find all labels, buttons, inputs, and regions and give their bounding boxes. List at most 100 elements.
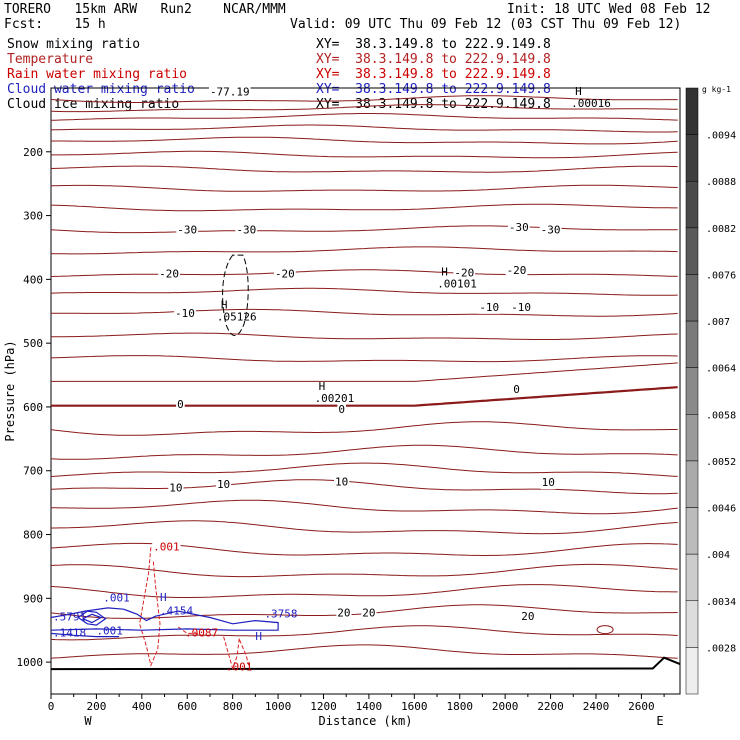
field-name-cloud-ice: Cloud ice mixing ratio — [7, 97, 180, 112]
colorbar-segment — [685, 134, 699, 182]
isotherm-line — [51, 386, 678, 407]
x-end-label-east: E — [656, 714, 663, 728]
isotherm-label-bg — [336, 607, 352, 620]
x-tick-label-2400: 2400 — [583, 700, 610, 713]
rain-label: .001 — [153, 540, 180, 553]
y-tick-label-400: 400 — [23, 273, 43, 286]
isotherm-line — [50, 269, 678, 277]
isotherm-line — [50, 124, 678, 133]
rain-contour — [223, 636, 240, 671]
cloud-water-contour — [77, 610, 107, 626]
model-title: TORERO 15km ARW Run2 NCAR/MMM — [4, 2, 286, 17]
forecast-hour: Fcst: 15 h — [4, 17, 106, 32]
isotherm-line — [50, 184, 678, 192]
isotherm-line — [50, 113, 678, 121]
colorbar-segment — [685, 647, 699, 695]
rain-label: .0087 — [185, 627, 218, 640]
x-tick-label-1800: 1800 — [446, 700, 473, 713]
colorbar-tick-label: .0052 — [706, 457, 736, 468]
isotherm-line — [50, 563, 678, 578]
isotherm-label-bg — [334, 476, 350, 489]
isotherm-label: -20 — [275, 268, 295, 281]
isotherm-line — [50, 644, 678, 659]
rain-contour — [177, 626, 206, 638]
y-axis-label: Pressure (hPa) — [3, 340, 17, 441]
isotherm-label: 0 — [177, 398, 184, 411]
isotherm-line — [50, 104, 678, 113]
top-value-label: -77.19 — [210, 86, 250, 99]
isotherm-label-bg — [520, 611, 536, 624]
cloud-water-label: .1418 — [53, 627, 86, 640]
colorbar-unit-label: g kg-1 — [702, 85, 731, 94]
x-tick-label-2600: 2600 — [628, 700, 655, 713]
isotherm-line — [51, 136, 678, 145]
init-time: Init: 18 UTC Wed 08 Feb 12 — [507, 2, 711, 17]
cloud-water-contour — [50, 607, 279, 631]
cloud-water-label: .4154 — [160, 604, 193, 617]
max-value-label: .05126 — [217, 310, 257, 323]
max-value-label: .00016 — [571, 97, 611, 110]
isotherm-label-bg — [512, 384, 521, 397]
xsec-endpoints-snow: XY= 38.3.149.8 to 222.9.149.8 — [316, 37, 551, 52]
y-tick-label-1000: 1000 — [17, 656, 44, 669]
colorbar-tick-label: .0058 — [706, 410, 736, 421]
y-tick-label-600: 600 — [23, 401, 43, 414]
isotherm-line — [50, 246, 678, 255]
colorbar-tick-label: .0064 — [706, 364, 736, 375]
isotherm-label-bg — [273, 268, 296, 281]
isotherm-line — [51, 150, 678, 159]
isotherm-label-bg — [539, 224, 562, 237]
cloud-water-label: .001 — [96, 625, 123, 638]
isotherm-label-bg — [235, 224, 258, 237]
isotherm-label: -20 — [507, 264, 527, 277]
isotherm-label: -30 — [509, 221, 529, 234]
isotherm-label: 10 — [542, 476, 555, 489]
terrain-line — [50, 656, 681, 671]
x-tick-label-200: 200 — [86, 700, 106, 713]
isotherm-label-bg — [510, 301, 532, 314]
x-tick-label-400: 400 — [132, 700, 152, 713]
top-value-label-bg — [208, 86, 251, 99]
isotherm-label-bg — [453, 267, 476, 280]
isotherm-line — [50, 542, 678, 556]
isotherm-label: -10 — [479, 301, 499, 314]
colorbar-tick-label: .007 — [706, 317, 730, 328]
isotherm-label: 10 — [169, 481, 182, 494]
cloud-water-label: .3758 — [264, 607, 297, 620]
colorbar-tick-label: .0088 — [706, 177, 736, 188]
isotherm-line — [50, 625, 678, 641]
colorbar-segment — [685, 320, 699, 368]
isotherm-line — [50, 421, 678, 436]
isotherm-label-bg — [158, 268, 180, 281]
colorbar-tick-label: .0082 — [706, 224, 736, 235]
colorbar-segment — [685, 553, 699, 602]
isotherm-line — [50, 287, 678, 296]
valid-time: Valid: 09 UTC Thu 09 Feb 12 (03 CST Thu … — [290, 17, 682, 32]
isotherm-line — [50, 165, 678, 173]
isotherm-label-bg — [361, 607, 377, 620]
max-marker-h: H — [575, 85, 582, 98]
isotherm-label: 10 — [335, 476, 348, 489]
isotherm-line — [51, 308, 678, 317]
cloud-water-label: .001 — [103, 592, 130, 605]
x-tick-label-1400: 1400 — [356, 700, 383, 713]
isotherm-label-bg — [176, 224, 199, 237]
isotherm-line — [50, 444, 678, 460]
isotherm-label-bg — [176, 398, 185, 411]
x-tick-label-800: 800 — [223, 700, 243, 713]
field-name-cloud-water: Cloud water mixing ratio — [7, 82, 195, 97]
isotherm-label-bg — [215, 479, 232, 492]
isotherm-label-bg — [507, 222, 530, 235]
isotherm-label: 20 — [521, 610, 534, 623]
isotherm-label: 10 — [217, 478, 230, 491]
isotherm-label-bg — [478, 301, 501, 314]
x-axis-label: Distance (km) — [319, 714, 413, 728]
colorbar-segment — [685, 414, 699, 462]
y-tick-label-200: 200 — [23, 146, 43, 159]
y-tick-label-900: 900 — [23, 592, 43, 605]
cloud-water-max-h: H — [255, 630, 262, 643]
colorbar-segment — [685, 180, 699, 229]
max-marker-h: H — [441, 265, 448, 278]
isotherm-line — [50, 479, 678, 495]
y-tick-label-800: 800 — [23, 529, 43, 542]
